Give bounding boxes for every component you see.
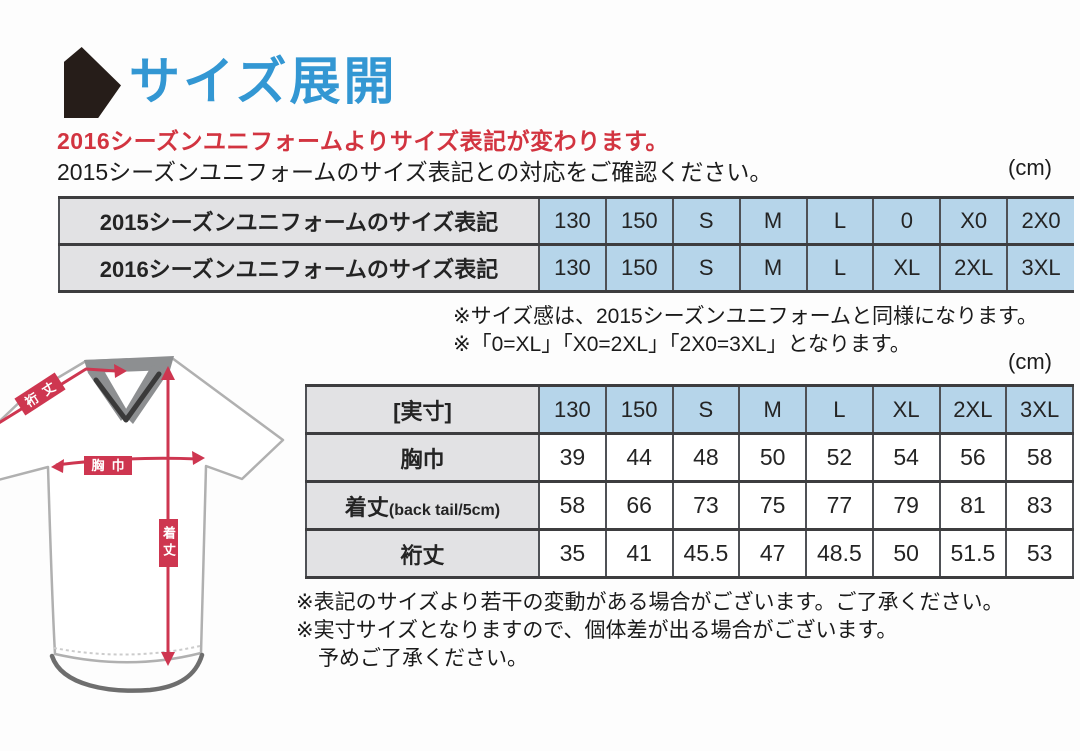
- shirt-back-tail: [49, 652, 205, 693]
- size-cell: XL: [872, 243, 941, 293]
- row-label-length: 着丈(back tail/5cm): [305, 480, 539, 531]
- title-arrow-icon: [64, 47, 121, 118]
- body-measure-arrow-top: [161, 366, 175, 380]
- measure-cell: 50: [738, 432, 806, 483]
- notice-size-change: 2016シーズンユニフォームよりサイズ表記が変わります。: [57, 128, 669, 154]
- measure-cell: 73: [671, 480, 740, 531]
- measure-cell: 53: [1005, 528, 1074, 579]
- page-title: サイズ展開: [129, 53, 398, 110]
- size-cell: 3XL: [1006, 243, 1074, 293]
- mapping-notes: ※サイズ感は、2015シーズンユニフォームと同様になります。 ※「0=XL」「X…: [453, 303, 1038, 359]
- measure-cell: 77: [805, 480, 873, 531]
- shirt-vneck-line: [93, 371, 162, 423]
- measure-cell: 35: [538, 528, 606, 579]
- table-header-row: [実寸] 130 150 S M L XL 2XL 3XL: [305, 384, 1074, 435]
- size-header-cell: 2XL: [938, 384, 1007, 435]
- row-label-length-main: 着丈: [344, 494, 389, 520]
- measure-cell: 56: [938, 432, 1007, 483]
- shirt-illustration: [0, 356, 285, 693]
- row-label-2015: 2015シーズンユニフォームのサイズ表記: [58, 196, 539, 246]
- header-label-jissun: [実寸]: [305, 384, 539, 435]
- chest-measure-arrow-right: [192, 451, 205, 465]
- size-header-cell: S: [671, 384, 740, 435]
- size-cell: 130: [538, 196, 606, 246]
- measurement-note-2: ※実寸サイズとなりますので、個体差が出る場合がございます。: [296, 619, 898, 642]
- measure-cell: 45.5: [671, 528, 740, 579]
- measurement-table: [実寸] 130 150 S M L XL 2XL 3XL 胸巾 39 44 4…: [305, 384, 1074, 579]
- size-header-cell: XL: [871, 384, 940, 435]
- size-header-cell: M: [738, 384, 806, 435]
- measurement-note-1: ※表記のサイズより若干の変動がある場合がございます。ご了承ください。: [296, 591, 1004, 614]
- size-cell: M: [738, 243, 807, 293]
- body-measure-arrow-bottom: [161, 652, 175, 666]
- size-cell: M: [738, 196, 807, 246]
- mapping-note-1: ※サイズ感は、2015シーズンユニフォームと同様になります。: [453, 305, 1038, 328]
- measure-cell: 47: [738, 528, 806, 579]
- measure-cell: 48: [671, 432, 740, 483]
- row-label-chest: 胸巾: [305, 432, 539, 483]
- measure-cell: 83: [1005, 480, 1074, 531]
- row-label-2016: 2016シーズンユニフォームのサイズ表記: [58, 243, 539, 293]
- size-cell: 2X0: [1006, 196, 1074, 246]
- measure-cell: 54: [871, 432, 940, 483]
- size-cell: 150: [604, 243, 673, 293]
- unit-label-cm-2: (cm): [1008, 349, 1052, 374]
- measure-cell: 52: [805, 432, 873, 483]
- size-mapping-table: 2015シーズンユニフォームのサイズ表記 130 150 S M L 0 X0 …: [58, 196, 1074, 293]
- shirt-body-outline: [0, 356, 285, 664]
- body-length-tag: 着丈: [159, 519, 178, 567]
- mapping-note-2: ※「0=XL」「X0=2XL」「2X0=3XL」となります。: [453, 333, 911, 356]
- table-row-chest: 胸巾 39 44 48 50 52 54 56 58: [305, 432, 1074, 483]
- measure-cell: 44: [604, 432, 673, 483]
- measure-cell: 41: [604, 528, 673, 579]
- size-header-cell: L: [805, 384, 873, 435]
- measure-cell: 79: [871, 480, 940, 531]
- measure-cell: 51.5: [938, 528, 1007, 579]
- table-row-2016: 2016シーズンユニフォームのサイズ表記 130 150 S M L XL 2X…: [58, 243, 1074, 293]
- unit-label-cm-1: (cm): [1008, 155, 1052, 180]
- measure-cell: 58: [538, 480, 606, 531]
- sleeve-measure-arrow: [114, 364, 127, 378]
- measure-cell: 48.5: [805, 528, 873, 579]
- chest-width-tag: 胸巾: [84, 456, 132, 475]
- shirt-hem-stitch: [53, 645, 201, 656]
- measure-cell: 58: [1005, 432, 1074, 483]
- size-cell: S: [671, 243, 740, 293]
- size-cell: 130: [538, 243, 606, 293]
- size-cell: 2XL: [939, 243, 1008, 293]
- shirt-measurement-diagram: 裄丈 胸巾 着丈: [0, 330, 300, 751]
- measure-cell: 81: [938, 480, 1007, 531]
- size-header-cell: 130: [538, 384, 606, 435]
- size-cell: L: [805, 196, 874, 246]
- measure-cell: 39: [538, 432, 606, 483]
- notice-check-mapping: 2015シーズンユニフォームのサイズ表記との対応をご確認ください。: [57, 159, 773, 185]
- measure-cell: 75: [738, 480, 806, 531]
- size-cell: L: [805, 243, 874, 293]
- size-cell: 150: [604, 196, 673, 246]
- table-row-2015: 2015シーズンユニフォームのサイズ表記 130 150 S M L 0 X0 …: [58, 196, 1074, 246]
- table-row-length: 着丈(back tail/5cm) 58 66 73 75 77 79 81 8…: [305, 480, 1074, 531]
- size-cell: 0: [872, 196, 941, 246]
- row-label-sleeve: 裄丈: [305, 528, 539, 579]
- row-label-length-suffix: (back tail/5cm): [388, 501, 501, 519]
- size-cell: S: [671, 196, 740, 246]
- measurement-notes: ※表記のサイズより若干の変動がある場合がございます。ご了承ください。 ※実寸サイ…: [296, 589, 1003, 673]
- measure-cell: 66: [604, 480, 673, 531]
- size-header-cell: 150: [604, 384, 673, 435]
- measurement-note-3: 予めご了承ください。: [318, 647, 528, 670]
- table-row-sleeve: 裄丈 35 41 45.5 47 48.5 50 51.5 53: [305, 528, 1074, 579]
- size-cell: X0: [939, 196, 1008, 246]
- size-header-cell: 3XL: [1005, 384, 1074, 435]
- chest-measure-arrow-left: [51, 459, 64, 473]
- measure-cell: 50: [871, 528, 940, 579]
